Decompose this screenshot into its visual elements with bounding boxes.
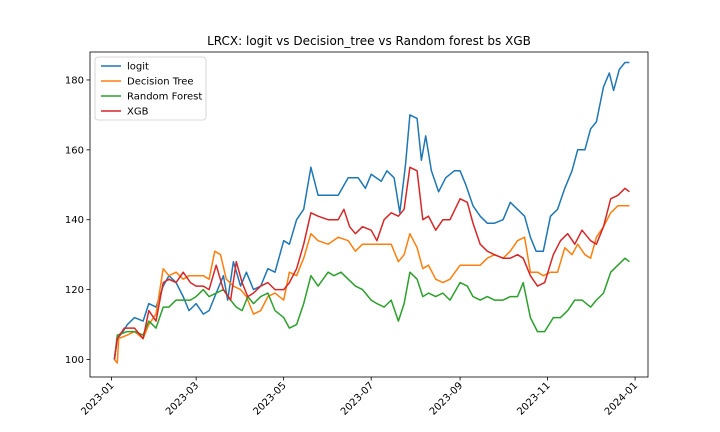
series-line-3 [113,166,630,360]
series-line-1 [113,205,630,364]
x-tick-label: 2023-11 [515,380,552,417]
x-tick-label: 2023-05 [251,380,288,417]
x-axis: 2023-01 2023-03 2023-05 2023-07 2023-09 2023-… [79,377,640,418]
plot-frame [89,51,649,378]
legend: logit Decision Tree Random Forest XGB [94,56,207,121]
y-tick-label: 140 [65,215,84,226]
y-axis: 100 120 140 160 180 [65,75,90,366]
legend-box [94,56,207,121]
chart-title: LRCX: logit vs Decision_tree vs Random f… [207,34,531,48]
y-tick-label: 180 [65,75,84,86]
legend-label: Decision Tree [127,77,194,88]
x-tick-label: 2023-01 [79,380,116,417]
y-tick-label: 160 [65,145,84,156]
x-tick-label: 2023-03 [164,380,201,417]
x-tick-label: 2023-07 [339,380,376,417]
series-line-0 [113,61,630,360]
legend-label: logit [127,62,149,73]
series-line-2 [113,257,630,360]
legend-label: Random Forest [127,92,202,103]
y-tick-label: 120 [65,285,84,296]
legend-label: XGB [127,107,149,118]
x-tick-label: 2024-01 [603,380,640,417]
y-tick-label: 100 [65,355,84,366]
x-tick-label: 2023-09 [428,380,465,417]
plot-lines [113,61,630,364]
